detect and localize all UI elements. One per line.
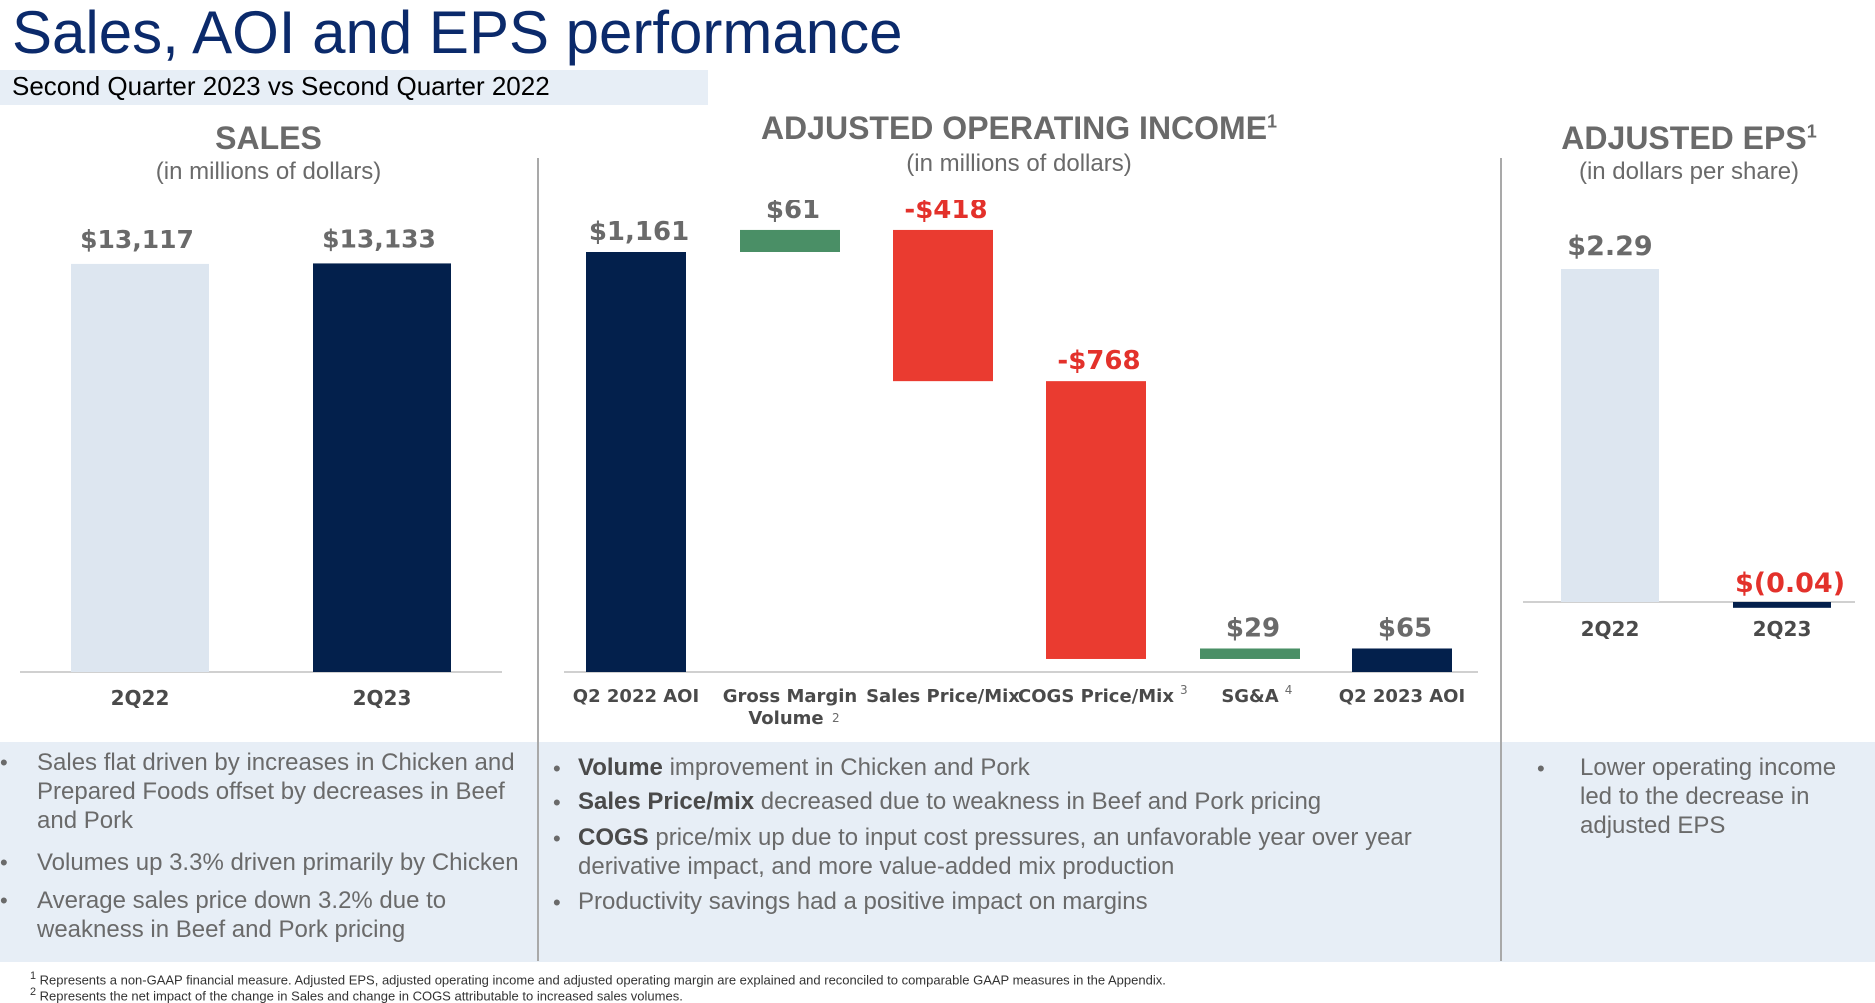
aoi-category-label: Q2 2023 AOI — [1339, 686, 1465, 707]
sales-bullet: Volumes up 3.3% driven primarily by Chic… — [37, 849, 519, 876]
bullet-marker: • — [0, 888, 8, 913]
eps-value-label: $2.29 — [1567, 231, 1652, 262]
eps-title-text: ADJUSTED EPS — [1561, 120, 1807, 156]
aoi-bullet-bold: COGS — [578, 824, 649, 851]
aoi-title-text: ADJUSTED OPERATING INCOME — [760, 110, 1268, 146]
bullet-marker: • — [0, 850, 8, 875]
bullet-marker: • — [0, 750, 8, 775]
aoi-bar — [1200, 648, 1300, 659]
bullet-marker: • — [1537, 756, 1545, 781]
sales-bar — [313, 263, 451, 672]
sales-bullet: Sales flat driven by increases in Chicke… — [37, 749, 515, 834]
sales-value-label: $13,133 — [322, 224, 436, 253]
sales-chart: $13,117 2Q22 $13,133 2Q23 — [20, 224, 502, 710]
aoi-bullet-text: improvement in Chicken and Pork — [662, 754, 1030, 781]
sales-panel-unit: (in millions of dollars) — [155, 158, 382, 185]
divider-left — [537, 158, 539, 961]
aoi-bullet-text: decreased due to weakness in Beef and Po… — [754, 788, 1322, 815]
aoi-bar — [1046, 381, 1146, 659]
footnote-2: 2 Represents the net impact of the chang… — [30, 986, 683, 1003]
aoi-bar — [1352, 648, 1452, 672]
aoi-bullet-text: price/mix up due to input cost pressures… — [578, 824, 1412, 880]
divider-right — [1500, 158, 1502, 961]
aoi-category-label: Volume — [748, 708, 823, 729]
aoi-bullet: Sales Price/mix decreased due to weaknes… — [578, 787, 1488, 816]
aoi-bar — [740, 229, 840, 252]
sales-category-label: 2Q23 — [353, 686, 412, 710]
sales-value-label: $13,117 — [80, 225, 194, 254]
eps-title-sup: 1 — [1806, 121, 1817, 142]
eps-category-label: 2Q22 — [1581, 617, 1640, 641]
aoi-bullet-bold: Sales Price/mix — [578, 788, 755, 815]
eps-category-label: 2Q23 — [1753, 617, 1812, 641]
footnote-text: Represents a non-GAAP financial measure.… — [39, 972, 1166, 988]
sales-bar — [71, 263, 209, 672]
eps-bullet: Lower operating income led to the decrea… — [1580, 754, 1837, 839]
bullet-marker: • — [553, 756, 561, 781]
aoi-bar — [586, 252, 686, 672]
aoi-value-label: $29 — [1226, 613, 1280, 643]
aoi-category-label: SG&A — [1221, 686, 1278, 707]
aoi-bullet-bold: Volume — [578, 754, 663, 781]
eps-value-label: $(0.04) — [1735, 568, 1845, 599]
bullet-marker: • — [553, 826, 561, 851]
sales-bullet: Average sales price down 3.2% due to wea… — [37, 887, 447, 943]
aoi-value-label: $61 — [766, 200, 820, 225]
aoi-value-label: -$768 — [1057, 346, 1140, 376]
aoi-panel-title: ADJUSTED OPERATING INCOME1 — [540, 110, 1498, 147]
bullet-marker: • — [553, 890, 561, 915]
footnote-number: 1 — [30, 970, 37, 982]
slide-title: Sales, AOI and EPS performance — [12, 0, 903, 66]
eps-chart: $2.29 2Q22 $(0.04) 2Q23 — [1523, 231, 1855, 641]
eps-bar — [1733, 602, 1831, 608]
bullet-marker: • — [553, 790, 561, 815]
aoi-bullet: Volume improvement in Chicken and Pork — [578, 753, 1488, 782]
aoi-panel-unit: (in millions of dollars) — [906, 150, 1132, 177]
subtitle-bar — [0, 70, 708, 105]
aoi-bullet: Productivity savings had a positive impa… — [578, 888, 1148, 915]
aoi-value-label: $65 — [1378, 613, 1432, 643]
aoi-category-note: 4 — [1285, 683, 1293, 697]
aoi-category-note: 3 — [1180, 683, 1188, 697]
aoi-value-label: $1,161 — [589, 217, 689, 247]
footnote-text: Represents the net impact of the change … — [39, 988, 683, 1003]
aoi-bullet: COGS price/mix up due to input cost pres… — [578, 823, 1438, 881]
aoi-category-note: 2 — [832, 711, 840, 725]
aoi-value-label: -$418 — [904, 200, 987, 225]
eps-panel-unit: (in dollars per share) — [1578, 158, 1800, 185]
slide-subtitle: Second Quarter 2023 vs Second Quarter 20… — [12, 71, 550, 101]
sales-category-label: 2Q22 — [111, 686, 170, 710]
footnote-1: 1 Represents a non-GAAP financial measur… — [30, 970, 1166, 987]
eps-bar — [1561, 269, 1659, 602]
aoi-category-label: Q2 2022 AOI — [573, 686, 699, 707]
aoi-bar — [893, 229, 993, 382]
aoi-category-label: COGS Price/Mix — [1018, 686, 1174, 707]
aoi-title-sup: 1 — [1267, 111, 1278, 132]
aoi-category-label: Sales Price/Mix — [866, 686, 1020, 707]
commentary-band — [0, 742, 1875, 962]
eps-panel-title: ADJUSTED EPS1 — [1503, 120, 1875, 157]
sales-panel-title: SALES — [215, 120, 322, 156]
footnote-number: 2 — [30, 986, 37, 998]
aoi-category-label: Gross Margin — [723, 686, 858, 707]
